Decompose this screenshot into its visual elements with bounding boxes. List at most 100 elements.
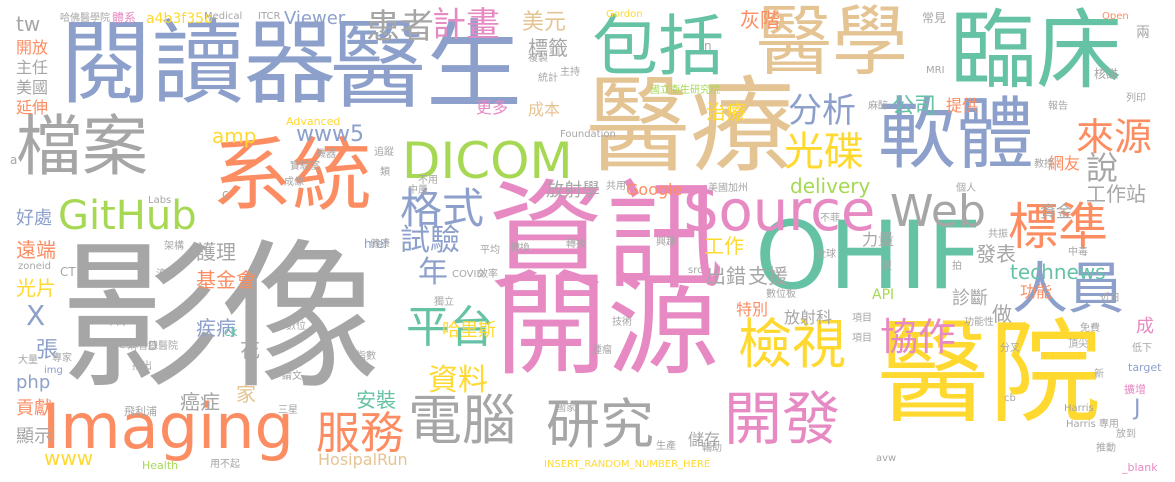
word: 遠端 — [16, 238, 56, 262]
word: 光片 — [16, 276, 56, 300]
word: CT — [60, 265, 76, 279]
word: 網友 — [1048, 154, 1081, 173]
word: 好處 — [16, 208, 52, 229]
word: 檢視 — [738, 313, 846, 376]
word: D — [148, 339, 158, 353]
word: 兩 — [1136, 25, 1150, 41]
word: 服務 — [316, 408, 404, 459]
word: Labs — [148, 195, 172, 206]
word: 光碟 — [784, 129, 864, 175]
word: MRI — [926, 65, 945, 76]
word: Advanced — [286, 115, 341, 128]
word: 轉換 — [510, 243, 530, 254]
word: 興趣 — [656, 237, 676, 248]
word: 協作 — [880, 315, 957, 359]
word: 檔案 — [16, 108, 148, 185]
word: 標籤 — [528, 36, 568, 60]
word: INSERT_RANDOM_NUMBER_HERE — [544, 459, 711, 470]
word: 醫療 — [586, 65, 795, 187]
word: 開發 — [724, 385, 841, 453]
word: 特別 — [736, 300, 769, 319]
word: 開源 — [495, 261, 719, 391]
word: 成 — [1136, 316, 1154, 337]
word: 三星 — [278, 405, 298, 416]
word: 癌症 — [180, 390, 220, 414]
word: 美國加州 — [708, 183, 748, 194]
word: target — [1128, 361, 1162, 374]
word: 數位板 — [766, 289, 796, 300]
word: 張 — [36, 338, 59, 363]
word: 花 — [240, 338, 260, 362]
word: 千萬 — [106, 317, 126, 328]
word: 不用 — [418, 175, 438, 186]
word: 實驗室 — [290, 161, 320, 172]
word: 電腦 — [408, 389, 516, 452]
word: 新 — [1094, 369, 1104, 380]
word: 灰階 — [740, 8, 780, 32]
word: Imaging — [42, 390, 294, 463]
word: HosipalRun — [318, 450, 408, 469]
word: 資料 — [428, 363, 488, 398]
word: 推動 — [1096, 443, 1116, 454]
word: 成本 — [528, 100, 561, 119]
word: 輔助 — [702, 443, 722, 454]
word: 大量 — [18, 355, 38, 366]
word: 頂尖 — [1068, 339, 1088, 350]
word: 共振 — [988, 229, 1008, 240]
word: Source — [683, 179, 876, 244]
word: Harris — [1064, 403, 1094, 414]
word: 放到 — [1116, 429, 1136, 440]
word: 試驗 — [400, 223, 460, 258]
word: 人員 — [1012, 257, 1124, 322]
word: 複製 — [528, 53, 548, 64]
word: technews — [1010, 260, 1106, 284]
word: ck — [224, 325, 238, 339]
word: Gordon — [606, 9, 643, 20]
word: 研究 — [546, 393, 654, 456]
word: 分析 — [788, 91, 856, 131]
word: 哈佛醫學院 — [60, 13, 110, 24]
word: 近日 — [1100, 293, 1120, 304]
word: Harris 專用 — [1066, 419, 1119, 430]
word: 功能性 — [964, 317, 994, 328]
word: 支援 — [748, 264, 788, 288]
word: API — [872, 287, 895, 303]
word: Viewer — [284, 8, 346, 29]
word: 論文 — [282, 371, 302, 382]
word: 拍 — [952, 261, 962, 272]
word: 個人 — [956, 183, 976, 194]
word: 飛利浦 — [124, 405, 157, 418]
word: 系統 — [212, 129, 372, 222]
word: GitHub — [58, 193, 197, 239]
word: 全球 — [816, 249, 836, 260]
word: 不菲 — [820, 213, 840, 224]
word: 醫院 — [877, 309, 1101, 439]
word: 工作站 — [1086, 182, 1146, 206]
word: 流行 — [156, 269, 176, 280]
word: 影像 — [60, 224, 381, 411]
word: 來源 — [1076, 115, 1153, 159]
word: 標準 — [1008, 198, 1108, 256]
word: 分叉 — [1000, 343, 1020, 354]
word: Web — [890, 186, 986, 237]
word: 工作 — [704, 234, 744, 258]
word: cb — [1004, 393, 1016, 404]
word: 疾病 — [196, 316, 236, 340]
word: 延伸 — [16, 98, 49, 117]
word: 數位 — [286, 321, 306, 332]
word: 常見 — [922, 11, 947, 25]
word: DICOM — [402, 132, 573, 190]
word: img — [44, 365, 63, 376]
word: 提供 — [946, 96, 979, 115]
word: 出錯 — [706, 264, 746, 288]
word: 平台 — [406, 302, 494, 353]
word: 體系 — [112, 11, 137, 25]
word: OHIF — [755, 202, 982, 311]
word: 說 — [1086, 149, 1119, 187]
word: zoneid — [18, 261, 51, 272]
word: Open — [1102, 11, 1129, 22]
word: 生產 — [656, 441, 676, 452]
word: J — [1134, 396, 1141, 421]
word: 更多 — [476, 98, 509, 117]
